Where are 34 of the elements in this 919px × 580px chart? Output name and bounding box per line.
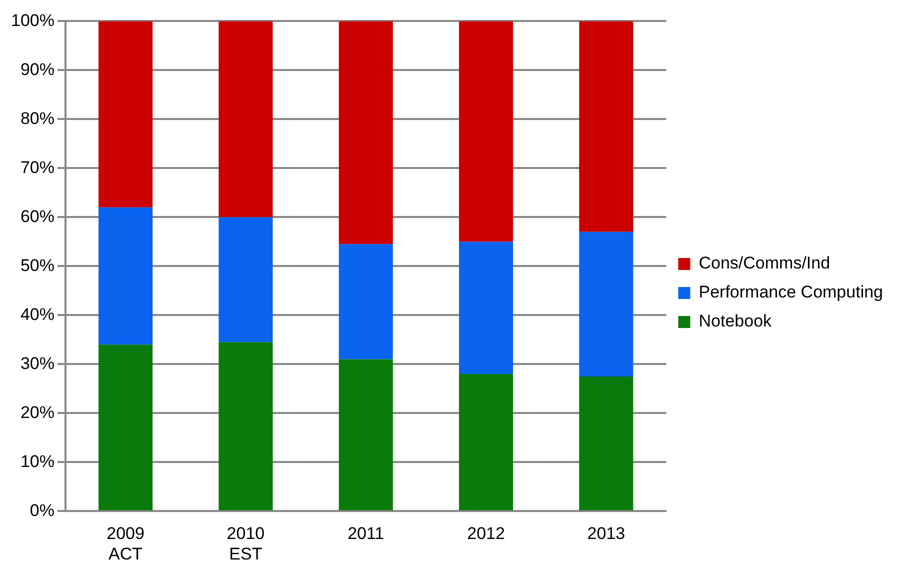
y-tick-label: 30%: [20, 354, 54, 373]
y-tick-label: 70%: [20, 158, 54, 177]
x-tick-label: 2011: [348, 524, 384, 544]
bar: [458, 242, 514, 374]
bar: [579, 232, 634, 376]
y-tick-label: 90%: [20, 60, 54, 79]
bar: [218, 21, 273, 218]
bar: [579, 376, 634, 510]
y-tick-label: 100%: [10, 10, 54, 30]
y-tick-label: 60%: [20, 206, 54, 226]
bar: [458, 374, 514, 510]
bar: [218, 217, 273, 342]
y-tick-label: 0%: [30, 500, 54, 520]
y-tick-label: 40%: [20, 304, 54, 324]
bar: [579, 21, 634, 232]
x-tick-label: 2012: [467, 524, 505, 544]
bar: [338, 244, 393, 360]
bar: [98, 207, 153, 345]
bar: [338, 21, 393, 244]
y-tick-label: 80%: [20, 108, 54, 128]
x-tick-label: 2010 EST: [226, 524, 265, 564]
bar: [218, 342, 273, 510]
legend-label: Cons/Comms/Ind: [698, 254, 830, 273]
x-tick-label: 2013: [587, 524, 626, 544]
legend-label: Notebook: [698, 312, 772, 331]
bar: [458, 21, 514, 242]
y-tick-label: 10%: [20, 452, 54, 471]
x-tick-label: 2009 ACT: [106, 524, 144, 564]
y-tick-label: 50%: [20, 256, 54, 275]
legend-label: Performance Computing: [698, 282, 884, 302]
bar: [98, 21, 153, 208]
bar: [98, 344, 153, 510]
y-tick-label: 20%: [20, 402, 54, 422]
bar: [338, 359, 393, 510]
